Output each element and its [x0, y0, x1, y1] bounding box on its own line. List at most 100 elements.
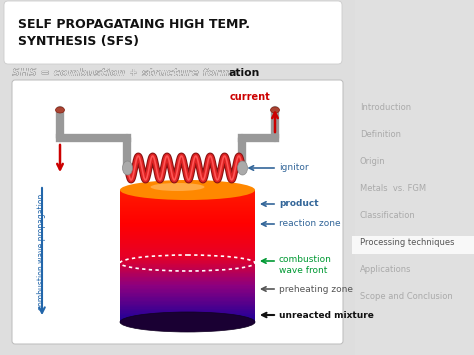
- Bar: [120, 269, 255, 271]
- Bar: [355, 0, 474, 355]
- Bar: [120, 215, 255, 217]
- Bar: [120, 232, 255, 234]
- Bar: [120, 261, 255, 263]
- Bar: [120, 284, 255, 285]
- Bar: [120, 300, 255, 301]
- Text: wave front: wave front: [279, 266, 328, 275]
- Text: Applications: Applications: [360, 265, 411, 274]
- Bar: [120, 257, 255, 259]
- Bar: [120, 268, 255, 270]
- Bar: [120, 211, 255, 213]
- Text: Introduction: Introduction: [360, 103, 411, 112]
- Bar: [120, 204, 255, 206]
- Bar: [120, 260, 255, 262]
- Bar: [120, 276, 255, 278]
- Bar: [120, 294, 255, 296]
- Bar: [120, 193, 255, 195]
- Bar: [120, 208, 255, 210]
- Bar: [120, 317, 255, 318]
- Bar: [120, 201, 255, 202]
- Bar: [120, 220, 255, 222]
- Ellipse shape: [55, 107, 64, 113]
- Bar: [120, 320, 255, 321]
- Bar: [120, 307, 255, 309]
- Bar: [120, 297, 255, 299]
- Bar: [120, 298, 255, 300]
- Bar: [120, 253, 255, 255]
- Bar: [120, 310, 255, 312]
- Bar: [120, 217, 255, 218]
- Bar: [120, 301, 255, 303]
- Bar: [120, 248, 255, 250]
- Bar: [120, 280, 255, 282]
- Bar: [120, 305, 255, 307]
- FancyBboxPatch shape: [12, 80, 343, 344]
- Bar: [120, 282, 255, 284]
- Bar: [120, 231, 255, 233]
- Ellipse shape: [122, 161, 133, 175]
- Bar: [120, 228, 255, 230]
- Bar: [120, 250, 255, 251]
- Bar: [352, 236, 474, 254]
- Bar: [120, 267, 255, 268]
- Text: combustion wave propagation: combustion wave propagation: [37, 194, 46, 310]
- Bar: [120, 219, 255, 221]
- Bar: [120, 318, 255, 320]
- Bar: [120, 288, 255, 289]
- Bar: [120, 281, 255, 283]
- Text: SHS = combustion + structure formation: SHS = combustion + structure formation: [12, 68, 263, 78]
- Text: current: current: [230, 92, 271, 102]
- Text: SYNTHESIS (SFS): SYNTHESIS (SFS): [18, 35, 139, 48]
- Bar: [120, 255, 255, 257]
- Bar: [120, 206, 255, 208]
- Bar: [120, 195, 255, 197]
- Bar: [120, 199, 255, 201]
- Bar: [120, 256, 255, 258]
- Ellipse shape: [120, 180, 255, 200]
- Bar: [120, 190, 255, 192]
- Text: unreacted mixture: unreacted mixture: [279, 311, 374, 320]
- Bar: [120, 290, 255, 292]
- Bar: [120, 197, 255, 198]
- Bar: [120, 194, 255, 196]
- Ellipse shape: [271, 107, 280, 113]
- Bar: [120, 309, 255, 311]
- Text: product: product: [279, 200, 319, 208]
- Text: preheating zone: preheating zone: [279, 284, 353, 294]
- Bar: [120, 292, 255, 294]
- Text: reaction zone: reaction zone: [279, 219, 341, 229]
- Bar: [120, 264, 255, 266]
- Bar: [120, 277, 255, 279]
- Ellipse shape: [120, 312, 255, 332]
- Bar: [120, 198, 255, 200]
- Text: SELF PROPAGATAING HIGH TEMP.: SELF PROPAGATAING HIGH TEMP.: [18, 18, 250, 31]
- Bar: [120, 191, 255, 193]
- Bar: [120, 240, 255, 242]
- Bar: [120, 306, 255, 308]
- Bar: [120, 302, 255, 304]
- Bar: [120, 252, 255, 254]
- Bar: [120, 244, 255, 246]
- Ellipse shape: [237, 161, 247, 175]
- Text: ignitor: ignitor: [279, 164, 309, 173]
- Bar: [120, 278, 255, 280]
- Text: Metals  vs. FGM: Metals vs. FGM: [360, 184, 426, 193]
- Bar: [120, 251, 255, 252]
- Ellipse shape: [151, 183, 204, 191]
- Text: Definition: Definition: [360, 130, 401, 139]
- Bar: [120, 271, 255, 272]
- Bar: [120, 202, 255, 204]
- Bar: [120, 285, 255, 287]
- Bar: [120, 289, 255, 291]
- Bar: [120, 259, 255, 261]
- Text: Origin: Origin: [360, 157, 386, 166]
- Bar: [120, 235, 255, 237]
- Text: Scope and Conclusion: Scope and Conclusion: [360, 292, 453, 301]
- Text: Processing techniques: Processing techniques: [360, 238, 455, 247]
- Bar: [120, 210, 255, 212]
- Bar: [120, 245, 255, 247]
- Bar: [120, 227, 255, 229]
- Bar: [120, 223, 255, 225]
- Text: ation: ation: [229, 68, 260, 78]
- Bar: [120, 274, 255, 276]
